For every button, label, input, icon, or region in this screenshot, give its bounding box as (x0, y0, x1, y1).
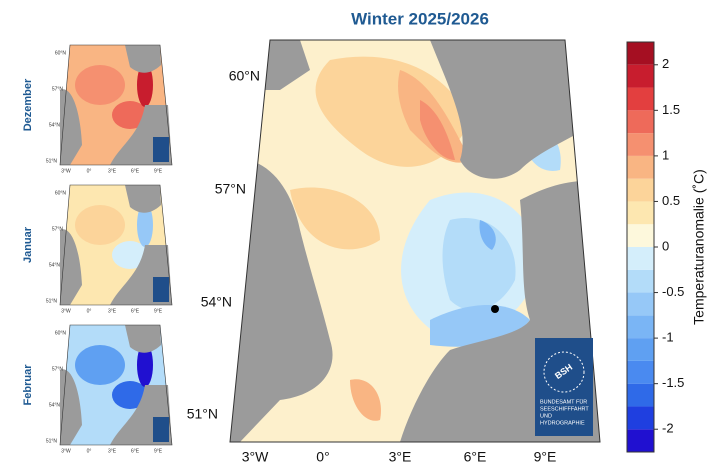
title: Winter 2025/2026 (351, 9, 489, 28)
logo-text: BUNDESAMT FÜR (540, 398, 587, 405)
mini-map-field (112, 101, 148, 129)
colorbar-segment (627, 292, 654, 316)
lat-label: 54°N (201, 294, 232, 310)
mini-lat-label: 57°N (52, 226, 64, 232)
mini-lon-label: 3°E (108, 448, 117, 454)
mini-lon-label: 0° (87, 448, 92, 454)
mini-map-frame (59, 44, 173, 166)
mini-lat-label: 60°N (55, 330, 67, 336)
mini-map-land (60, 45, 172, 165)
mini-lon-label: 6°E (131, 308, 140, 314)
colorbar-segment (627, 224, 654, 247)
mini-logo (153, 137, 169, 162)
colorbar-tick-label: 2 (662, 56, 669, 71)
mini-lat-label: 54°N (49, 402, 61, 408)
mini-lon-label: 3°W (61, 448, 71, 454)
colorbar-label: Temperaturanomalie (˚C) (691, 169, 707, 325)
colorbar-segment (627, 64, 654, 88)
mini-logo (153, 277, 169, 302)
mini-map-frame (59, 184, 173, 306)
month-label: Januar (22, 226, 34, 263)
mini-map-frame (59, 324, 173, 446)
mini-lon-label: 3°E (108, 308, 117, 314)
colorbar-segment (627, 269, 654, 293)
colorbar-tick-label: 1.5 (662, 102, 680, 117)
lat-label: 57°N (215, 181, 246, 197)
mini-lon-label: 9°E (154, 448, 163, 454)
mini-map-field (112, 381, 148, 409)
colorbar-segment (627, 429, 654, 452)
mini-logo (153, 417, 169, 442)
colorbar-tick-label: -1.5 (662, 375, 684, 390)
mini-lat-label: 60°N (55, 50, 67, 56)
mini-lon-label: 6°E (131, 448, 140, 454)
mini-map-field (75, 205, 125, 245)
mini-map-field (137, 343, 153, 387)
colorbar-segment (627, 178, 654, 202)
logo: BSH (535, 338, 593, 436)
colorbar-segment (627, 338, 654, 361)
mini-map-field (137, 63, 153, 107)
logo-text: UND (540, 413, 552, 419)
mini-map-field (75, 345, 125, 385)
mini-lat-label: 57°N (52, 86, 64, 92)
colorbar-segment (627, 360, 654, 384)
mini-lon-label: 3°W (61, 168, 71, 174)
logo-text: SEESCHIFFFAHRT (540, 406, 589, 412)
colorbar-segment (627, 155, 654, 179)
colorbar-tick-label: -0.5 (662, 284, 684, 299)
colorbar-segment (627, 406, 654, 430)
mini-lat-label: 57°N (52, 366, 64, 372)
month-label: Februar (22, 364, 34, 406)
lat-label: 60°N (229, 68, 260, 84)
mini-lon-label: 0° (87, 308, 92, 314)
mini-lat-label: 54°N (49, 262, 61, 268)
colorbar-segment (627, 133, 654, 156)
colorbar-segment (627, 110, 654, 134)
lat-label: 51°N (187, 406, 218, 422)
month-label: Dezember (22, 78, 34, 131)
lon-label: 3°E (389, 449, 412, 465)
lon-label: 9°E (534, 449, 557, 465)
mini-map-field (137, 203, 153, 247)
main-map (230, 40, 600, 442)
mini-lon-label: 9°E (154, 308, 163, 314)
colorbar-segment (627, 247, 654, 270)
colorbar-tick-label: -2 (662, 421, 674, 436)
mini-lon-label: 9°E (154, 168, 163, 174)
mini-lon-label: 0° (87, 168, 92, 174)
mini-lon-label: 3°E (108, 168, 117, 174)
lon-label: 3°W (242, 449, 269, 465)
mini-map-field (112, 241, 148, 269)
mini-lat-label: 51°N (46, 438, 58, 444)
colorbar-tick-label: 0.5 (662, 193, 680, 208)
mini-lat-label: 51°N (46, 298, 58, 304)
logo-text: HYDROGRAPHIE (540, 420, 585, 426)
colorbar-segment (627, 315, 654, 339)
mini-lat-label: 54°N (49, 122, 61, 128)
mini-lat-label: 51°N (46, 158, 58, 164)
colorbar-segment (627, 201, 654, 225)
mini-lon-label: 3°W (61, 308, 71, 314)
colorbar-segment (627, 42, 654, 65)
colorbar-tick-label: 0 (662, 238, 669, 253)
colorbar-tick-label: -1 (662, 330, 674, 345)
colorbar-segment (627, 87, 654, 111)
mini-lat-label: 60°N (55, 190, 67, 196)
mini-map-land (60, 325, 172, 445)
colorbar-tick-label: 1 (662, 147, 669, 162)
mini-lon-label: 6°E (131, 168, 140, 174)
colorbar-segment (627, 383, 654, 407)
lon-label: 0° (316, 449, 329, 465)
lon-label: 6°E (464, 449, 487, 465)
mini-map-field (75, 65, 125, 105)
mini-map-land (60, 185, 172, 305)
